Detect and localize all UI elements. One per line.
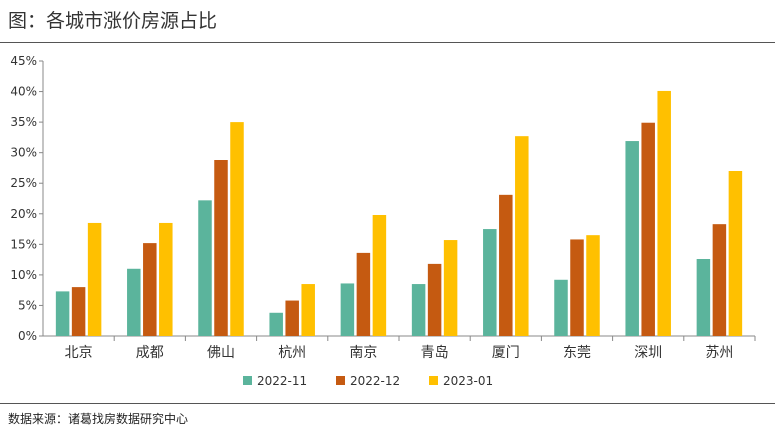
bar-2022-12-深圳 <box>641 122 655 336</box>
x-category-label: 杭州 <box>278 345 306 361</box>
y-tick-label: 30% <box>10 146 37 160</box>
y-tick-label: 20% <box>10 207 37 221</box>
bar-2022-12-东莞 <box>570 239 584 336</box>
x-category-label: 苏州 <box>705 345 733 361</box>
bar-2022-11-东莞 <box>554 279 568 336</box>
bar-2022-11-佛山 <box>198 200 212 336</box>
x-category-label: 佛山 <box>207 345 235 361</box>
x-category-label: 东莞 <box>563 345 591 361</box>
y-tick-label: 15% <box>10 237 37 251</box>
bar-2023-01-苏州 <box>728 171 743 336</box>
y-tick-label: 25% <box>10 176 37 190</box>
legend-label-2023-01: 2023-01 <box>443 374 493 388</box>
y-tick-label: 5% <box>18 298 37 312</box>
x-category-label: 成都 <box>136 345 164 361</box>
bar-2023-01-厦门 <box>515 136 529 336</box>
bar-2022-12-佛山 <box>214 160 228 336</box>
data-source-note: 数据来源：诸葛找房数据研究中心 <box>8 412 189 426</box>
bar-2022-12-成都 <box>143 243 157 336</box>
x-category-label: 南京 <box>349 345 377 361</box>
bar-2022-12-南京 <box>356 252 371 336</box>
bar-2022-12-北京 <box>71 287 86 336</box>
x-category-label: 青岛 <box>421 345 449 361</box>
bar-2022-12-苏州 <box>712 224 727 336</box>
bar-2022-11-青岛 <box>411 284 426 336</box>
legend-label-2022-12: 2022-12 <box>350 374 400 388</box>
bar-2023-01-东莞 <box>586 235 600 336</box>
y-tick-label: 45% <box>10 54 37 68</box>
bar-2023-01-深圳 <box>657 90 671 336</box>
bar-2022-12-青岛 <box>427 263 442 336</box>
chart-title: 图：各城市涨价房源占比 <box>8 10 218 32</box>
y-tick-label: 10% <box>10 268 37 282</box>
legend-label-2022-11: 2022-11 <box>257 374 307 388</box>
x-category-label: 厦门 <box>492 345 520 361</box>
x-category-label: 北京 <box>65 345 93 361</box>
bar-chart: 0% 5% 10% 15% 20% 25% 30% 35% 40% 45% 北京 成都 佛山 杭州 南京 青岛… <box>10 54 756 388</box>
x-category-label: 深圳 <box>634 345 662 361</box>
bar-2022-11-深圳 <box>625 141 639 336</box>
bar-2023-01-北京 <box>87 222 102 336</box>
bar-2022-11-南京 <box>340 283 355 336</box>
legend-swatch-2023-01 <box>429 376 438 385</box>
y-tick-label: 35% <box>10 115 37 129</box>
bar-2022-12-厦门 <box>499 194 513 336</box>
legend-swatch-2022-12 <box>336 376 345 385</box>
y-tick-label: 40% <box>10 85 37 99</box>
bar-2022-11-杭州 <box>269 312 283 336</box>
bar-2022-11-北京 <box>55 291 70 336</box>
y-tick-label: 0% <box>18 329 37 343</box>
bar-2022-12-杭州 <box>285 300 299 336</box>
bar-2023-01-南京 <box>372 215 387 336</box>
bar-2022-11-成都 <box>127 268 141 336</box>
bar-2023-01-成都 <box>159 222 173 336</box>
bar-2023-01-青岛 <box>443 240 458 336</box>
bar-2022-11-厦门 <box>483 229 497 336</box>
bar-2023-01-佛山 <box>230 122 244 336</box>
bar-2023-01-杭州 <box>301 284 315 336</box>
title-divider <box>0 42 775 43</box>
footer-divider <box>0 403 775 404</box>
legend-swatch-2022-11 <box>243 376 252 385</box>
bar-2022-11-苏州 <box>696 259 711 336</box>
